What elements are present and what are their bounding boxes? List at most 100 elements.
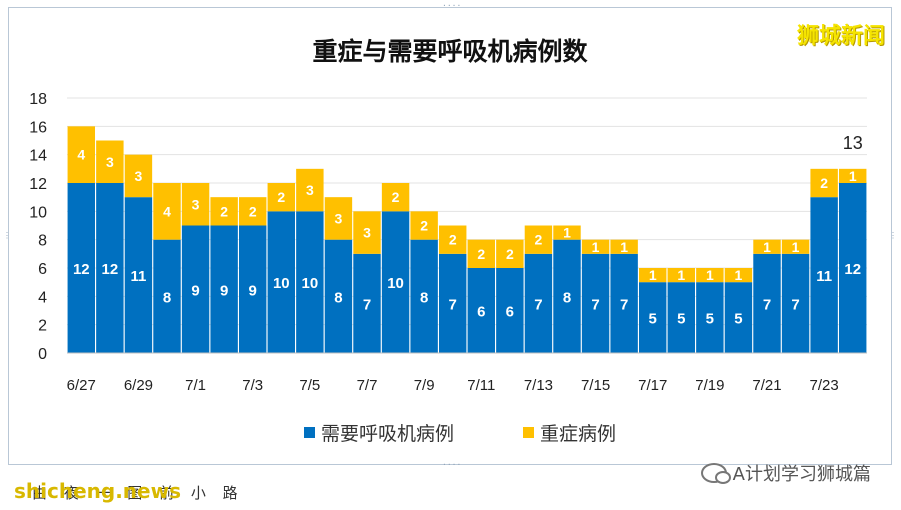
bar-segment-critical (753, 239, 781, 254)
data-label-critical: 1 (677, 267, 685, 283)
bar-segment-ventilator (581, 253, 610, 353)
data-label-ventilator: 7 (534, 296, 542, 313)
data-label-critical: 2 (220, 203, 228, 219)
data-label-critical: 1 (792, 239, 800, 255)
bar-segment-ventilator (381, 211, 410, 353)
bar-segment-critical (639, 268, 667, 283)
bar-segment-critical (439, 225, 467, 254)
data-label-critical: 3 (135, 168, 143, 184)
bar-segment-ventilator (296, 211, 324, 353)
data-label-ventilator: 9 (220, 282, 228, 299)
bar-segment-ventilator (96, 183, 124, 353)
data-label-ventilator: 5 (706, 311, 714, 328)
bar-segment-critical (410, 211, 438, 240)
bar-segment-ventilator (524, 253, 553, 353)
x-tick-label: 7/3 (242, 377, 263, 394)
data-label-critical: 4 (77, 147, 85, 163)
data-label-critical: 4 (163, 203, 171, 219)
bar-segment-critical (353, 211, 381, 254)
bar-segment-ventilator (353, 253, 381, 353)
bar-segment-ventilator (410, 239, 438, 353)
data-label-critical: 2 (277, 189, 285, 205)
data-label-ventilator: 10 (273, 275, 290, 292)
data-label-ventilator: 10 (302, 275, 319, 292)
data-label-critical: 1 (563, 225, 571, 241)
y-tick-label: 2 (38, 318, 47, 335)
bar-segment-ventilator (696, 282, 724, 353)
bar-segment-critical (810, 168, 838, 198)
x-tick-label: 7/9 (414, 377, 435, 394)
bar-segment-ventilator (267, 211, 295, 353)
data-label-critical: 1 (706, 267, 714, 283)
data-label-critical: 2 (392, 189, 400, 205)
data-label-critical: 3 (192, 196, 200, 212)
data-label-critical: 1 (763, 239, 771, 255)
x-tick-label: 6/27 (67, 377, 96, 394)
wechat-icon (700, 463, 731, 484)
bar-segment-critical (610, 239, 638, 254)
bar-segment-ventilator (439, 253, 467, 353)
bar-segment-ventilator (639, 282, 667, 353)
bar-segment-critical (496, 239, 524, 268)
wechat-account-name: A计划学习狮城篇 (732, 464, 871, 485)
bar-segment-critical (124, 154, 153, 198)
data-label-ventilator: 8 (420, 289, 428, 306)
legend-label: 重症病例 (540, 423, 616, 445)
bar-segment-critical (210, 197, 238, 226)
y-tick-label: 0 (38, 346, 47, 363)
data-label-ventilator: 8 (334, 289, 342, 306)
data-label-critical: 1 (849, 168, 857, 184)
bar-segment-critical (724, 268, 753, 283)
legend-swatch (304, 427, 315, 438)
data-label-ventilator: 9 (249, 282, 257, 299)
data-label-critical: 3 (106, 154, 114, 170)
data-label-ventilator: 7 (363, 296, 371, 313)
data-label-critical: 3 (335, 210, 343, 226)
bar-segment-ventilator (239, 225, 267, 353)
bar-segment-ventilator (553, 239, 581, 353)
data-label-critical: 2 (820, 175, 828, 191)
bar-segment-ventilator (610, 253, 638, 353)
bar-segment-critical (467, 239, 495, 268)
bar-segment-critical (524, 225, 553, 254)
data-label-ventilator: 9 (191, 282, 199, 299)
x-tick-label: 7/21 (752, 377, 781, 394)
x-tick-label: 7/11 (467, 377, 495, 394)
bar-segment-ventilator (153, 239, 181, 353)
bar-segment-critical (324, 197, 353, 240)
brand-logo-text: 狮城新闻 (796, 24, 885, 49)
y-tick-label: 12 (29, 176, 47, 193)
data-label-ventilator: 7 (449, 296, 457, 313)
y-tick-label: 8 (38, 233, 47, 250)
bar-segment-ventilator (724, 282, 753, 353)
data-label-ventilator: 12 (73, 261, 90, 278)
footer-caption: 由 夜 一 图 前 小 路 (32, 484, 244, 502)
data-label-ventilator: 12 (102, 261, 119, 278)
y-tick-label: 18 (29, 91, 47, 108)
y-tick-label: 14 (29, 148, 47, 165)
bar-segment-critical (696, 268, 724, 283)
bar-segment-ventilator (753, 253, 781, 353)
data-label-ventilator: 10 (387, 275, 404, 292)
x-tick-label: 7/7 (357, 377, 378, 394)
resize-handle-left[interactable]: ⋮ (3, 231, 11, 240)
data-label-critical: 2 (449, 232, 457, 248)
x-tick-label: 7/13 (524, 377, 553, 394)
x-tick-label: 7/1 (185, 377, 206, 394)
resize-handle-top[interactable]: ···· (442, 1, 462, 10)
data-label-critical: 1 (649, 267, 657, 283)
data-label-ventilator: 11 (130, 268, 146, 285)
bar-segment-critical (839, 168, 867, 183)
data-label-critical: 1 (620, 239, 628, 255)
x-tick-label: 7/15 (581, 377, 610, 394)
y-tick-label: 6 (38, 261, 47, 278)
resize-handle-bottom[interactable]: ···· (442, 460, 462, 469)
data-label-ventilator: 5 (649, 311, 657, 328)
bar-segment-critical (239, 197, 267, 226)
bar-segment-ventilator (467, 268, 495, 353)
y-tick-label: 10 (29, 204, 47, 221)
resize-handle-right[interactable]: ⋮ (889, 231, 897, 240)
bar-segment-ventilator (839, 183, 867, 353)
y-tick-label: 4 (38, 289, 47, 306)
x-tick-label: 7/23 (810, 377, 839, 394)
